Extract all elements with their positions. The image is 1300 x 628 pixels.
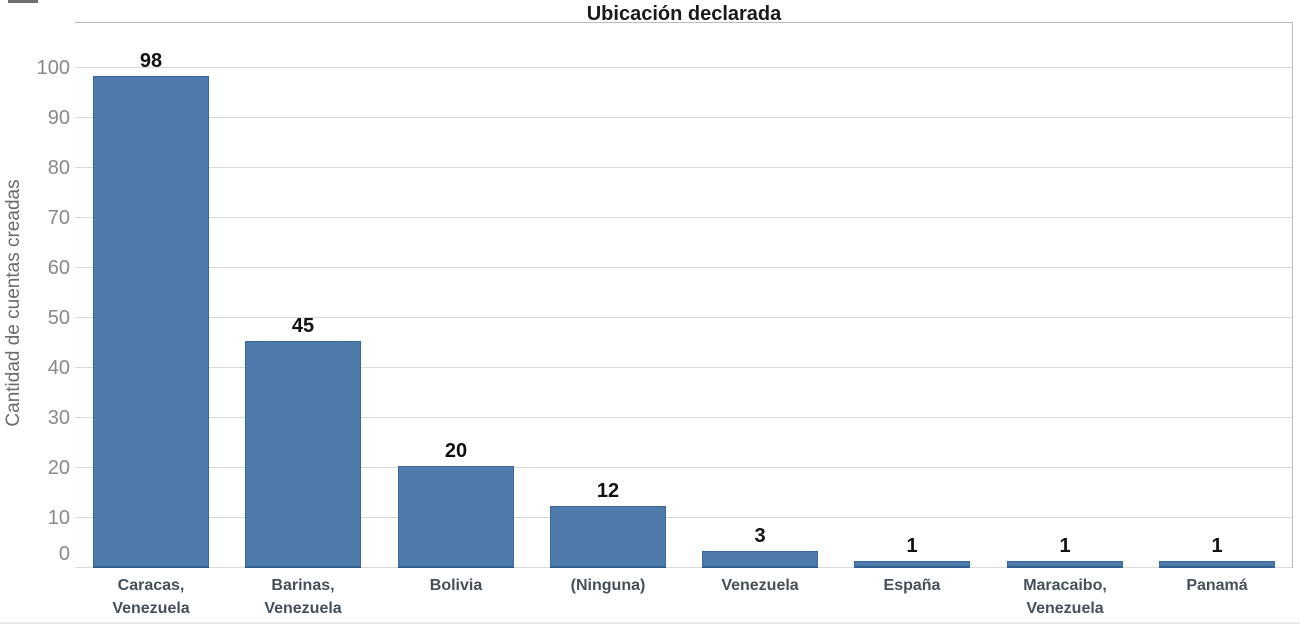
bar-3[interactable] (550, 506, 666, 568)
gridline-y70 (75, 217, 1293, 218)
gridline-y20 (75, 467, 1293, 468)
y-tick-label-90: 90 (47, 107, 70, 129)
gridline-y10 (75, 517, 1293, 518)
bar-value-label-3: 12 (596, 480, 620, 502)
bar-value-label-4: 3 (754, 525, 766, 547)
y-tick-label-0: 0 (58, 543, 70, 565)
y-tick-label-100: 100 (36, 57, 70, 79)
x-axis-label-0: Caracas, Venezuela (112, 577, 190, 617)
bar-4[interactable] (702, 551, 818, 568)
gridline-y0 (75, 567, 1293, 568)
bar-7[interactable] (1159, 561, 1275, 568)
corner-artifact (8, 0, 38, 3)
chart-title: Ubicación declarada (586, 3, 782, 25)
bar-0[interactable] (93, 76, 209, 568)
gridline-y60 (75, 267, 1293, 268)
x-axis-label-6: Maracaibo, Venezuela (1023, 577, 1107, 617)
bottom-divider (0, 622, 1300, 624)
gridline-y40 (75, 367, 1293, 368)
y-tick-label-80: 80 (47, 157, 70, 179)
y-tick-label-50: 50 (47, 307, 70, 329)
x-axis-label-5: España (883, 577, 941, 594)
gridline-y30 (75, 417, 1293, 418)
y-tick-label-40: 40 (47, 357, 70, 379)
bar-value-label-7: 1 (1211, 535, 1223, 557)
y-tick-label-70: 70 (47, 207, 70, 229)
plot-top-border (75, 22, 1293, 23)
bar-value-label-5: 1 (906, 535, 918, 557)
bar-value-label-6: 1 (1059, 535, 1071, 557)
bar-1[interactable] (245, 341, 361, 568)
gridline-y90 (75, 117, 1293, 118)
gridline-y80 (75, 167, 1293, 168)
x-axis-label-3: (Ninguna) (570, 577, 646, 594)
x-axis-label-1: Barinas, Venezuela (264, 577, 342, 617)
y-tick-label-20: 20 (47, 457, 70, 479)
bar-value-label-0: 98 (139, 50, 163, 72)
y-tick-label-30: 30 (47, 407, 70, 429)
bar-value-label-1: 45 (291, 315, 315, 337)
x-axis-label-4: Venezuela (721, 577, 799, 594)
gridline-y50 (75, 317, 1293, 318)
y-tick-label-60: 60 (47, 257, 70, 279)
bar-2[interactable] (398, 466, 514, 568)
bar-6[interactable] (1007, 561, 1123, 568)
y-tick-label-10: 10 (47, 507, 70, 529)
x-axis-label-7: Panamá (1186, 577, 1248, 594)
bar-value-label-2: 20 (444, 440, 468, 462)
x-axis-label-2: Bolivia (429, 577, 483, 594)
plot-right-border (1292, 22, 1293, 568)
bar-5[interactable] (854, 561, 970, 568)
gridline-y100 (75, 67, 1293, 68)
